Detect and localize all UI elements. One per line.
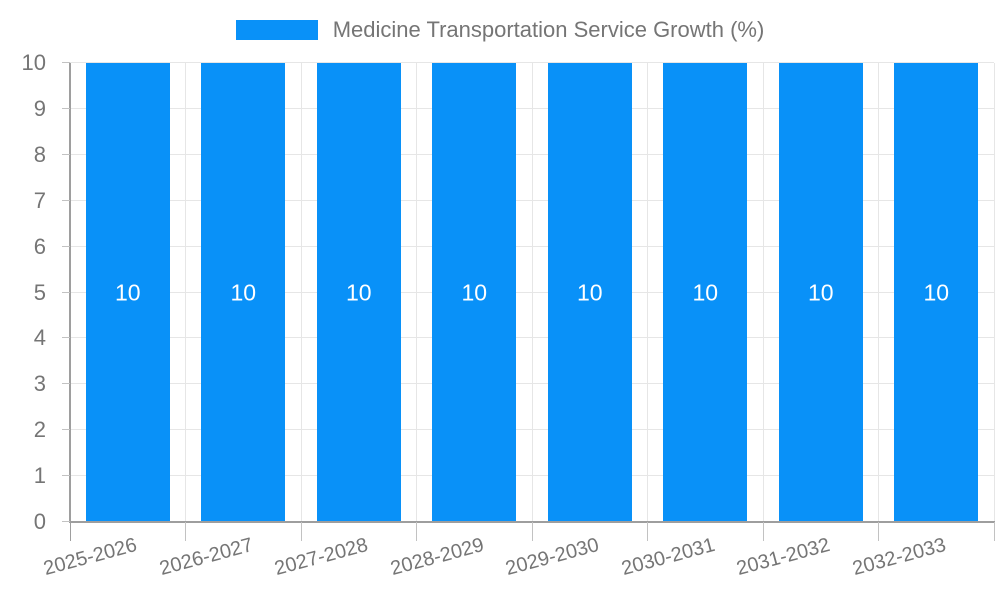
x-gridline xyxy=(300,63,302,522)
bar: 10 xyxy=(894,63,979,522)
x-axis-label: 2029-2030 xyxy=(503,534,602,581)
bar: 10 xyxy=(316,63,401,522)
y-axis-label: 6 xyxy=(33,233,46,259)
y-axis-label: 0 xyxy=(33,509,46,534)
x-tick xyxy=(993,522,995,541)
chart-legend: Medicine Transportation Service Growth (… xyxy=(0,17,1000,43)
y-tick xyxy=(62,153,70,155)
y-axis-label: 8 xyxy=(33,141,46,167)
y-tick xyxy=(62,383,70,385)
bar-value-label: 10 xyxy=(114,279,141,305)
bar-value-label: 10 xyxy=(692,279,719,305)
bar: 10 xyxy=(547,63,632,522)
x-axis-label: 2028-2029 xyxy=(387,534,486,581)
bar-value-label: 10 xyxy=(230,279,257,305)
bar: 10 xyxy=(85,63,170,522)
x-gridline xyxy=(185,63,186,522)
y-axis-label: 9 xyxy=(33,95,46,121)
x-tick xyxy=(416,522,417,541)
bar-value-label: 10 xyxy=(923,279,950,305)
bar: 10 xyxy=(432,63,517,522)
y-axis-label: 1 xyxy=(33,463,46,489)
x-gridline xyxy=(416,63,417,522)
x-axis-label: 2026-2027 xyxy=(156,534,255,581)
bar-value-label: 10 xyxy=(345,279,372,305)
x-tick xyxy=(762,522,764,541)
y-axis-label: 2 xyxy=(33,417,46,443)
y-tick xyxy=(62,291,70,293)
legend-swatch xyxy=(235,20,318,40)
x-axis-label: 2025-2026 xyxy=(41,534,140,581)
y-axis-label: 10 xyxy=(21,50,46,75)
y-tick xyxy=(62,337,70,339)
legend-label: Medicine Transportation Service Growth (… xyxy=(332,17,765,42)
y-axis-label: 4 xyxy=(33,325,46,351)
x-axis-label: 2031-2032 xyxy=(734,534,833,581)
bar: 10 xyxy=(663,63,748,522)
x-gridline xyxy=(647,63,648,522)
x-gridline xyxy=(762,63,764,522)
x-tick xyxy=(647,522,648,541)
y-axis-label: 7 xyxy=(33,187,46,213)
bar-value-label: 10 xyxy=(807,279,834,305)
x-tick xyxy=(878,522,879,541)
y-axis-line xyxy=(69,63,71,522)
y-tick xyxy=(62,521,70,522)
bar: 10 xyxy=(778,63,863,522)
y-tick xyxy=(62,107,70,109)
x-tick xyxy=(300,522,302,541)
y-tick xyxy=(62,62,70,63)
bar-value-label: 10 xyxy=(576,279,603,305)
y-tick xyxy=(62,429,70,431)
x-tick xyxy=(69,522,71,541)
y-axis-label: 5 xyxy=(33,279,46,305)
x-gridline xyxy=(993,63,995,522)
y-axis-label: 3 xyxy=(33,371,46,397)
x-gridline xyxy=(531,63,533,522)
x-gridline xyxy=(878,63,879,522)
x-tick xyxy=(185,522,186,541)
y-tick xyxy=(62,245,70,247)
x-axis-label: 2030-2031 xyxy=(618,534,717,581)
x-axis-label: 2032-2033 xyxy=(849,534,948,581)
bar-value-label: 10 xyxy=(461,279,488,305)
y-gridline xyxy=(70,62,994,63)
y-tick xyxy=(62,199,70,201)
x-tick xyxy=(531,522,533,541)
bar: 10 xyxy=(201,63,286,522)
y-tick xyxy=(62,475,70,477)
x-axis-label: 2027-2028 xyxy=(272,534,371,581)
